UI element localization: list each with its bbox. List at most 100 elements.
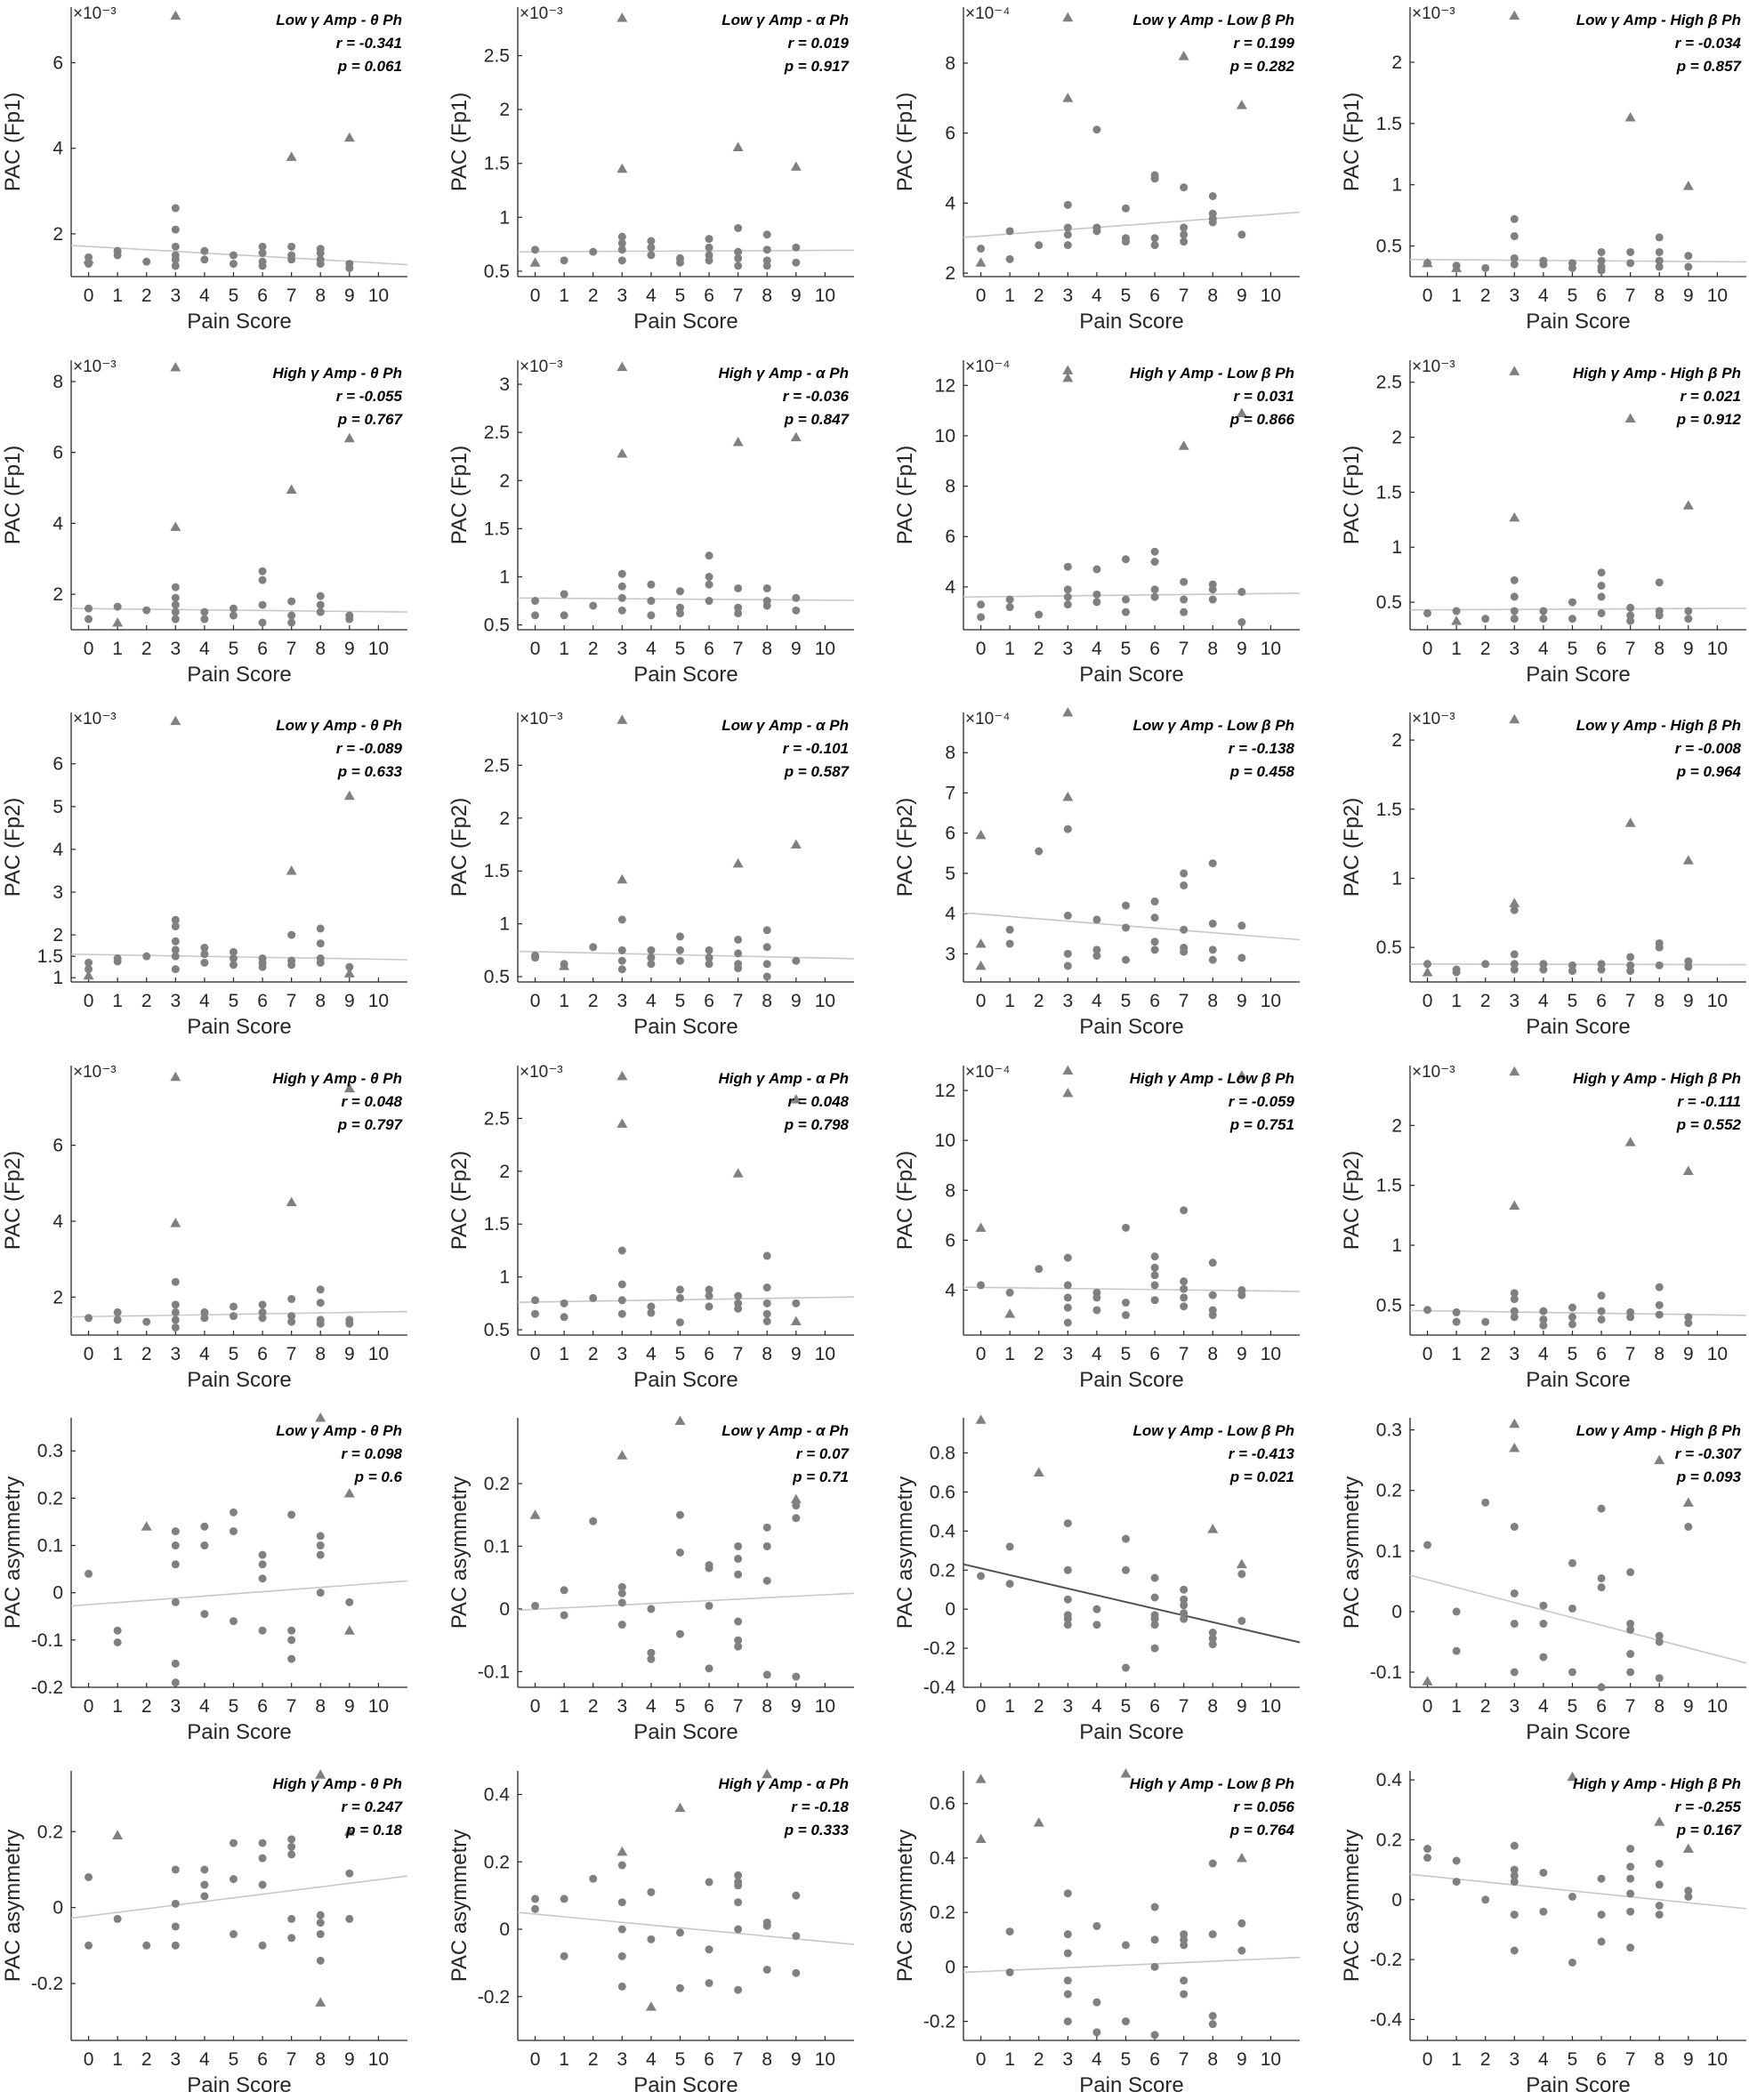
data-point-circle [316, 1319, 325, 1328]
x-tick-label: 8 [315, 2049, 326, 2070]
data-point-circle [617, 1582, 626, 1591]
p-value: p = 0.6 [354, 1468, 403, 1485]
data-point-circle [734, 1304, 743, 1313]
data-point-circle [1092, 915, 1101, 924]
data-point-circle [1655, 578, 1664, 587]
data-point-circle [1035, 241, 1044, 250]
x-tick-label: 5 [229, 991, 239, 1011]
data-point-circle [287, 1842, 296, 1851]
data-point-circle [977, 1572, 986, 1581]
data-point-circle [705, 597, 713, 606]
data-point-circle [1121, 555, 1130, 564]
data-point-circle [1510, 232, 1519, 241]
y-tick-label: 2 [499, 1162, 510, 1182]
data-point-triangle [732, 436, 744, 447]
data-point-circle [675, 587, 684, 596]
x-tick-label: 9 [791, 286, 802, 306]
x-tick-label: 2 [1480, 286, 1491, 306]
x-tick-label: 9 [1683, 2049, 1694, 2070]
data-point-circle [734, 609, 743, 618]
y-axis-title: PAC (Fp1) [893, 446, 917, 545]
data-point-circle [171, 225, 180, 234]
y-tick-label: 0.8 [930, 1444, 955, 1464]
p-value: p = 0.912 [1676, 411, 1742, 428]
data-point-circle [792, 1891, 801, 1900]
data-point-circle [316, 924, 325, 933]
data-point-triangle [1422, 1676, 1433, 1686]
y-tick-label: 0.3 [37, 1441, 63, 1461]
x-tick-label: 4 [1538, 1344, 1549, 1364]
correlation-r: r = -0.413 [1229, 1445, 1295, 1462]
data-point-circle [617, 1589, 626, 1597]
x-tick-label: 0 [84, 1344, 94, 1364]
x-tick-label: 6 [1149, 991, 1160, 1011]
data-point-circle [647, 1935, 656, 1943]
data-point-circle [1092, 952, 1101, 961]
data-point-circle [734, 964, 743, 973]
data-point-circle [1510, 1668, 1519, 1677]
p-value: p = 0.282 [1229, 58, 1295, 75]
data-point-circle [200, 615, 209, 624]
data-point-circle [316, 600, 325, 609]
y-axis-title: PAC (Fp2) [1, 798, 25, 897]
data-point-circle [1092, 1306, 1101, 1315]
x-tick-label: 6 [704, 1344, 714, 1364]
data-point-circle [1121, 1565, 1130, 1574]
data-point-circle [1626, 1889, 1635, 1898]
p-value: p = 0.093 [1676, 1468, 1742, 1485]
y-tick-label: 0.3 [1376, 1420, 1402, 1441]
x-tick-label: 1 [112, 639, 123, 659]
y-tick-label: 2 [52, 925, 63, 945]
data-point-circle [1423, 1854, 1432, 1863]
data-point-circle [1452, 1878, 1461, 1887]
panel-title: Low γ Amp - θ Ph [276, 12, 402, 28]
y-axis-title: PAC (Fp2) [893, 798, 917, 897]
data-point-circle [734, 1642, 743, 1651]
data-point-circle [617, 945, 626, 954]
x-axis-title: Pain Score [633, 1368, 737, 1392]
data-point-circle [1208, 1859, 1217, 1868]
panel-title: High γ Amp - High β Ph [1573, 365, 1741, 382]
y-tick-label: -0.2 [923, 2012, 955, 2032]
axis-exponent-label: ×10⁻⁴ [965, 1063, 1010, 1082]
x-tick-label: 4 [646, 286, 657, 306]
x-tick-label: 2 [1034, 991, 1044, 1011]
data-point-circle [1510, 1295, 1519, 1304]
data-point-circle [1180, 1585, 1189, 1594]
x-tick-label: 1 [559, 639, 569, 659]
x-tick-label: 0 [84, 1696, 94, 1717]
data-point-circle [560, 590, 568, 599]
data-point-circle [705, 1664, 713, 1673]
data-point-circle [647, 953, 656, 962]
data-point-circle [1510, 214, 1519, 223]
data-point-circle [1092, 945, 1101, 954]
x-tick-label: 9 [1683, 991, 1694, 1011]
x-tick-label: 1 [559, 286, 569, 306]
data-point-circle [1510, 905, 1519, 914]
data-point-circle [200, 1865, 209, 1874]
x-tick-label: 10 [815, 1344, 835, 1364]
y-tick-label: 1 [1391, 868, 1402, 889]
data-point-circle [258, 1300, 267, 1309]
data-point-circle [1452, 968, 1461, 977]
x-tick-label: 8 [315, 1344, 326, 1364]
x-tick-label: 2 [1480, 2049, 1491, 2070]
data-point-circle [1568, 1892, 1576, 1901]
data-point-circle [1655, 256, 1664, 265]
data-point-triangle [790, 1094, 802, 1104]
regression-line [70, 607, 408, 613]
panel-title: High γ Amp - Low β Ph [1130, 365, 1294, 382]
y-tick-label: 0.5 [1376, 1295, 1402, 1316]
data-point-circle [734, 1570, 743, 1579]
data-point-circle [229, 1312, 238, 1321]
y-tick-label: 0 [1391, 1890, 1402, 1911]
data-point-circle [1180, 183, 1189, 192]
data-point-circle [617, 245, 626, 254]
data-point-circle [171, 1277, 180, 1286]
p-value: p = 0.552 [1676, 1116, 1742, 1133]
data-point-circle [1481, 1895, 1490, 1904]
y-tick-label: 2 [499, 100, 510, 120]
x-tick-label: 2 [1480, 639, 1491, 659]
